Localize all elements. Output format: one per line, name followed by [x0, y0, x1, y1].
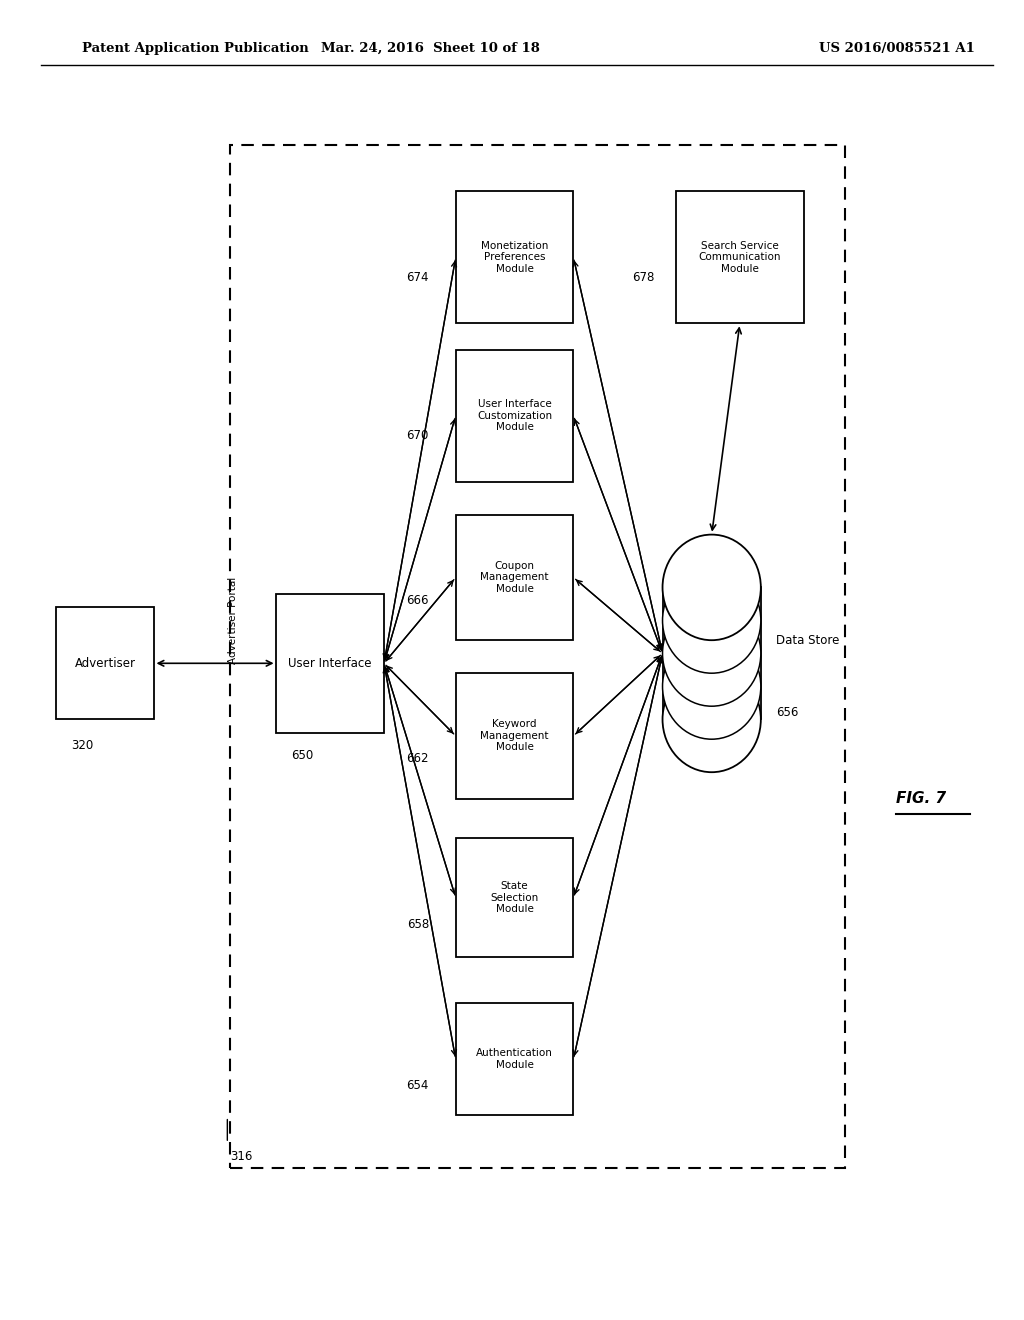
- Text: Advertiser Portal: Advertiser Portal: [228, 577, 239, 664]
- Text: 320: 320: [71, 739, 93, 752]
- Text: 656: 656: [776, 706, 799, 719]
- Bar: [456, 515, 573, 640]
- Bar: [456, 350, 573, 482]
- Bar: [230, 145, 845, 1168]
- Ellipse shape: [663, 634, 761, 739]
- Text: Coupon
Management
Module: Coupon Management Module: [480, 561, 549, 594]
- Text: Mar. 24, 2016  Sheet 10 of 18: Mar. 24, 2016 Sheet 10 of 18: [321, 42, 540, 54]
- Text: 658: 658: [407, 917, 429, 931]
- Ellipse shape: [663, 601, 761, 706]
- Text: 674: 674: [407, 271, 429, 284]
- Bar: [456, 838, 573, 957]
- Bar: [676, 191, 804, 323]
- Text: Data Store: Data Store: [776, 634, 840, 647]
- Text: Advertiser: Advertiser: [75, 657, 135, 669]
- Ellipse shape: [663, 568, 761, 673]
- Text: Monetization
Preferences
Module: Monetization Preferences Module: [481, 240, 548, 275]
- Bar: [276, 594, 384, 733]
- Text: State
Selection
Module: State Selection Module: [490, 880, 539, 915]
- Text: 670: 670: [407, 429, 429, 442]
- Text: US 2016/0085521 A1: US 2016/0085521 A1: [819, 42, 975, 54]
- Text: User Interface
Customization
Module: User Interface Customization Module: [477, 399, 552, 433]
- Text: FIG. 7: FIG. 7: [896, 791, 946, 807]
- Bar: [456, 673, 573, 799]
- Text: Authentication
Module: Authentication Module: [476, 1048, 553, 1071]
- Text: Patent Application Publication: Patent Application Publication: [82, 42, 308, 54]
- Text: 666: 666: [407, 594, 429, 607]
- Bar: [56, 607, 154, 719]
- Text: 678: 678: [632, 271, 654, 284]
- Bar: [663, 587, 761, 719]
- Text: 654: 654: [407, 1078, 429, 1092]
- Ellipse shape: [663, 535, 761, 640]
- Text: 650: 650: [291, 748, 313, 762]
- Bar: [456, 1003, 573, 1115]
- Bar: [456, 191, 573, 323]
- Text: 662: 662: [407, 752, 429, 766]
- Ellipse shape: [663, 667, 761, 772]
- Text: Search Service
Communication
Module: Search Service Communication Module: [698, 240, 781, 275]
- Text: 316: 316: [230, 1150, 253, 1163]
- Text: Keyword
Management
Module: Keyword Management Module: [480, 719, 549, 752]
- Text: User Interface: User Interface: [289, 657, 372, 669]
